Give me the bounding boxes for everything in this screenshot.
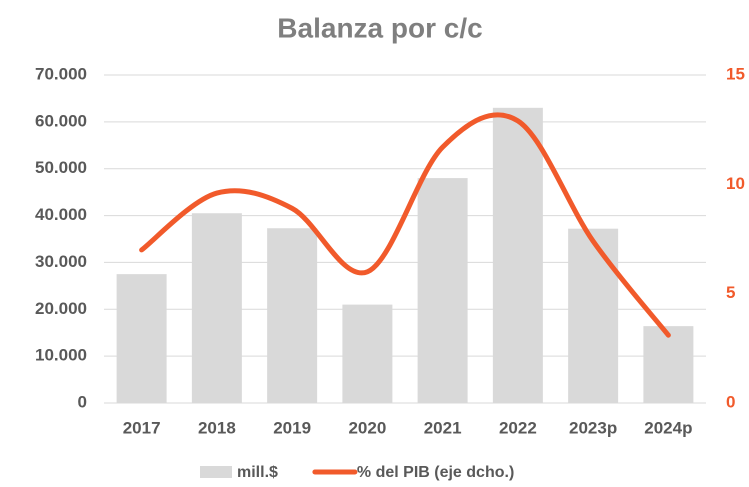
y-tick-label: 40.000 <box>35 205 87 224</box>
bar <box>643 326 694 403</box>
legend-label: mill.$ <box>237 464 278 481</box>
x-tick-label: 2018 <box>198 418 236 437</box>
y-tick-label: 60.000 <box>35 111 87 130</box>
y2-tick-label: 5 <box>726 283 735 302</box>
legend-label: % del PIB (eje dcho.) <box>357 464 514 481</box>
y-tick-label: 20.000 <box>35 299 87 318</box>
y-tick-label: 30.000 <box>35 252 87 271</box>
bar <box>267 228 318 403</box>
x-tick-label: 2023p <box>569 418 617 437</box>
x-tick-label: 2022 <box>499 418 537 437</box>
bar <box>492 107 543 404</box>
legend-swatch <box>200 466 232 478</box>
x-tick-label: 2020 <box>348 418 386 437</box>
x-tick-label: 2019 <box>273 418 311 437</box>
y-tick-label: 70.000 <box>35 64 87 83</box>
bar <box>568 228 619 403</box>
bar <box>116 274 167 403</box>
y-tick-label: 50.000 <box>35 158 87 177</box>
y2-tick-label: 0 <box>726 392 735 411</box>
y2-tick-label: 10 <box>726 174 745 193</box>
chart-title: Balanza por c/c <box>277 12 482 43</box>
x-tick-label: 2024p <box>644 418 692 437</box>
bar <box>191 213 242 403</box>
line <box>139 112 671 338</box>
y2-tick-label: 15 <box>726 64 745 83</box>
bar <box>417 178 468 403</box>
y-tick-label: 10.000 <box>35 346 87 365</box>
x-tick-label: 2017 <box>123 418 161 437</box>
y-tick-label: 0 <box>78 392 87 411</box>
x-tick-label: 2021 <box>424 418 462 437</box>
bar <box>342 304 393 403</box>
